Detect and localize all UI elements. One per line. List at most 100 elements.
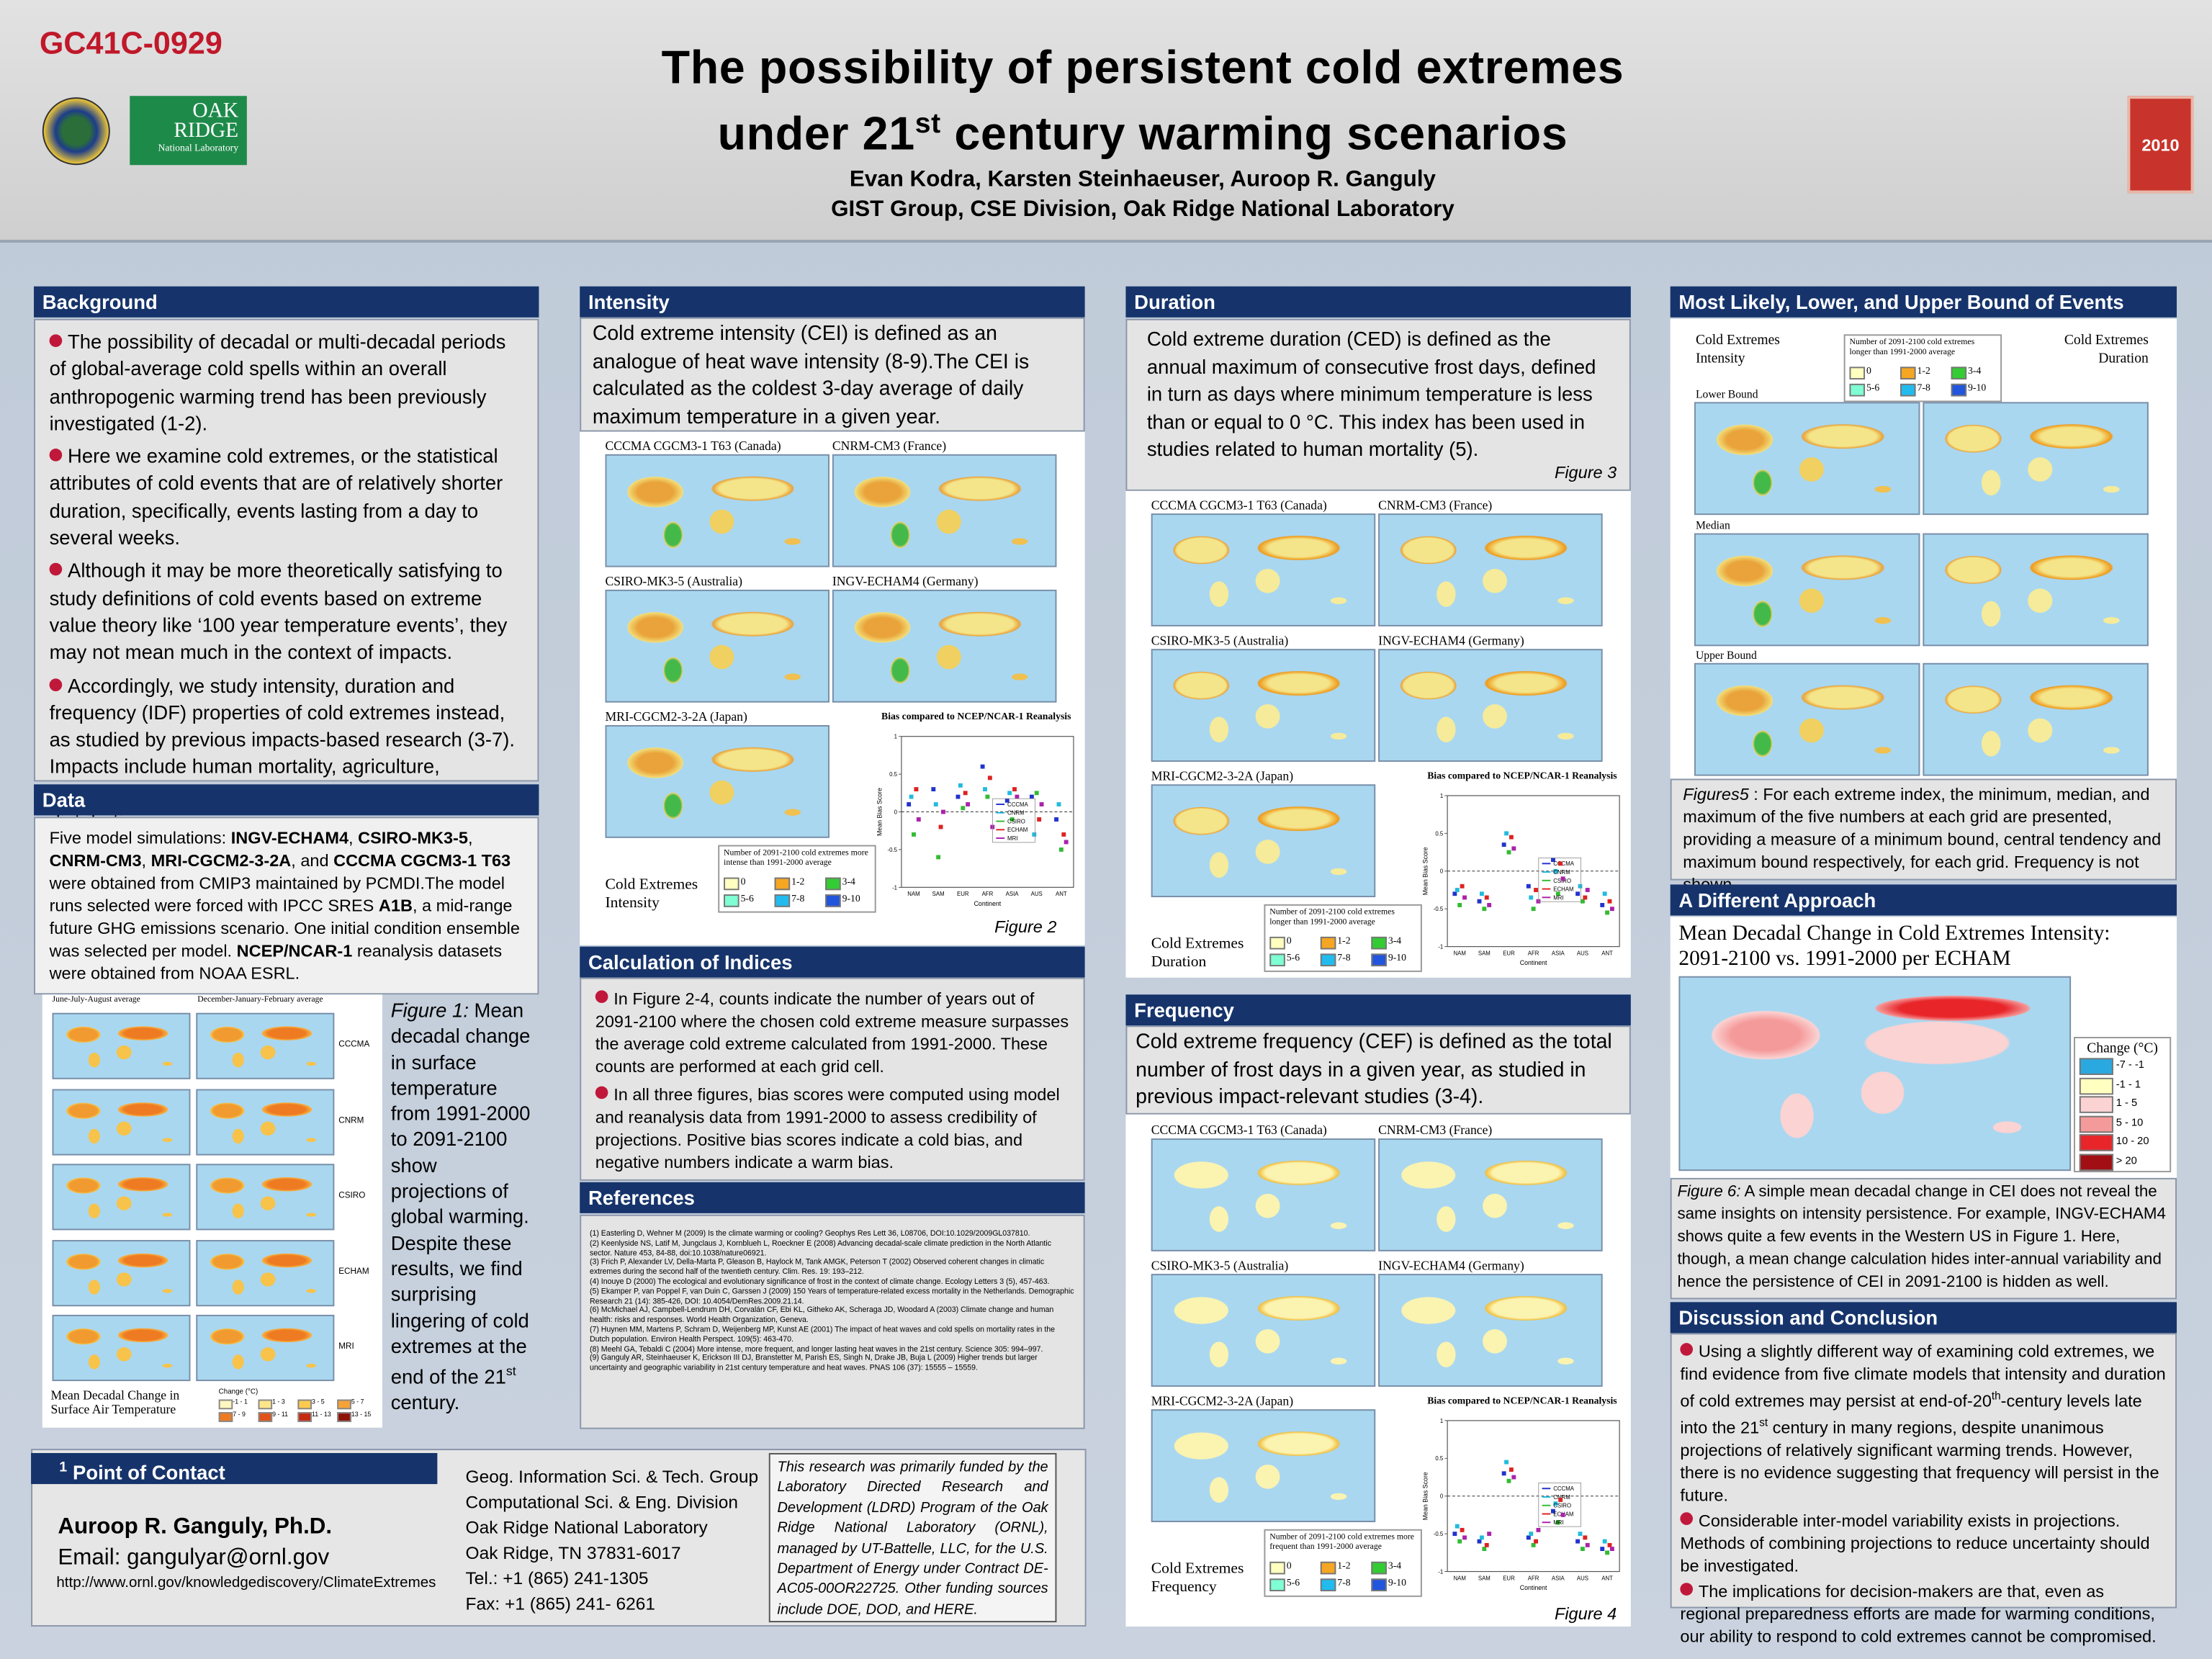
x-tick-label: ASIA bbox=[1552, 950, 1565, 956]
legend-swatch bbox=[774, 894, 791, 907]
text-normal: , bbox=[349, 828, 359, 848]
text-normal: : For each extreme index, the minimum, m… bbox=[1683, 784, 2162, 894]
legend-label: 1-2 bbox=[791, 876, 805, 888]
intensity-text: Cold extreme intensity (CEI) is defined … bbox=[580, 317, 1085, 432]
text: under 21 bbox=[717, 107, 915, 160]
address-line: Oak Ridge, TN 37831-6017 bbox=[465, 1543, 681, 1563]
bias-title: Bias compared to NCEP/NCAR-1 Reanalysis bbox=[881, 711, 1071, 723]
text-normal: , bbox=[141, 850, 151, 871]
bias-point bbox=[1482, 1547, 1487, 1552]
row-label: Upper Bound bbox=[1695, 649, 1757, 662]
section-heading: Frequency bbox=[1125, 994, 1631, 1026]
legend-label: 9-10 bbox=[842, 893, 860, 904]
map bbox=[1151, 1409, 1376, 1522]
legend-label: 1-2 bbox=[1337, 1560, 1351, 1572]
y-tick-label: -1 bbox=[1438, 1568, 1443, 1575]
bias-point bbox=[1010, 817, 1015, 822]
text-normal: , a mid-range future GHG emissions scena… bbox=[49, 896, 520, 961]
bias-point bbox=[1460, 884, 1465, 889]
bias-point bbox=[1504, 1460, 1509, 1465]
row-label: MRI bbox=[338, 1343, 354, 1352]
map-title: INGV-ECHAM4 (Germany) bbox=[1378, 1258, 1524, 1273]
bias-point bbox=[931, 787, 936, 792]
map-title: CSIRO-MK3-5 (Australia) bbox=[1151, 633, 1289, 648]
bias-point bbox=[912, 832, 916, 837]
legend-label: 5-6 bbox=[1286, 1577, 1300, 1589]
legend-frame bbox=[1538, 858, 1581, 902]
bias-point bbox=[1600, 903, 1605, 907]
legend-swatch bbox=[2079, 1153, 2113, 1171]
legend: Number of 2091-2100 cold extremes more f… bbox=[1264, 1529, 1422, 1597]
legend-label: 1 - 5 bbox=[2116, 1096, 2138, 1109]
legend-swatch bbox=[1900, 383, 1916, 397]
map-title: CNRM-CM3 (France) bbox=[1378, 1123, 1493, 1138]
side-label: Duration bbox=[1151, 953, 1207, 971]
bullet-dot bbox=[49, 563, 63, 577]
map-title: Mean Decadal Change in bbox=[50, 1388, 180, 1403]
legend-swatch bbox=[825, 877, 841, 891]
legend-label: 5-6 bbox=[1286, 952, 1300, 964]
legend: Change (°C) -7 - -1 -1 - 1 1 - 5 5 - 10 10 - … bbox=[2074, 1037, 2172, 1173]
bias-point bbox=[1462, 895, 1467, 900]
text-bold: MRI-CGCM2-3-2A bbox=[150, 850, 292, 871]
bias-point bbox=[1553, 868, 1558, 873]
legend-swatch bbox=[1371, 1578, 1387, 1591]
map bbox=[1694, 402, 1920, 516]
reference: (9) Ganguly AR, Steinhaeuser K, Erickson… bbox=[589, 1354, 1038, 1373]
reference: (1) Easterling D, Wehner M (2009) Is the… bbox=[589, 1230, 1030, 1239]
bias-point bbox=[1575, 1539, 1581, 1544]
bias-point bbox=[1558, 861, 1563, 866]
legend-label: CNRM bbox=[1553, 1494, 1570, 1501]
reference: (5) Ekamper P, van Poppel F, van Duin C,… bbox=[589, 1287, 1074, 1306]
bias-point bbox=[1555, 1520, 1560, 1525]
text: The implications for decision-makers are… bbox=[1680, 1581, 2157, 1647]
side-label: Cold Extremes bbox=[605, 876, 698, 894]
legend-title: Change (°C) bbox=[218, 1388, 258, 1397]
text-bold: CNRM-CM3 bbox=[49, 850, 142, 871]
y-tick-label: -0.5 bbox=[888, 847, 898, 853]
legend-swatch bbox=[1371, 953, 1387, 967]
legend-label: 0 bbox=[1286, 935, 1292, 947]
x-tick-label: AUS bbox=[1577, 1575, 1588, 1581]
superscript: st bbox=[505, 1364, 516, 1379]
poster-code: GC41C-0929 bbox=[39, 25, 222, 61]
bias-point bbox=[1511, 1475, 1516, 1480]
map-title: INGV-ECHAM4 (Germany) bbox=[832, 574, 979, 588]
text: In Figure 2-4, counts indicate the numbe… bbox=[595, 989, 1069, 1076]
bias-point bbox=[1534, 1539, 1538, 1544]
bias-point bbox=[1457, 903, 1462, 907]
x-axis-label: Continent bbox=[974, 900, 1002, 907]
y-tick-label: 0 bbox=[894, 809, 898, 815]
legend-label: ECHAM bbox=[1007, 827, 1028, 833]
map bbox=[1151, 1138, 1376, 1251]
legend-label: 9 - 11 bbox=[272, 1411, 289, 1418]
bias-point bbox=[1534, 888, 1538, 892]
bullet-dot bbox=[1680, 1343, 1694, 1356]
legend-label: -7 - -1 bbox=[2116, 1058, 2144, 1071]
bias-point bbox=[1509, 1467, 1514, 1472]
reference: (6) McMichael AJ, Campbell-Lendrum DH, C… bbox=[589, 1306, 1054, 1326]
x-tick-label: AFR bbox=[1528, 950, 1539, 956]
legend-swatch bbox=[1269, 953, 1285, 967]
map bbox=[52, 1239, 191, 1306]
text-bold: CSIRO-MK3-5 bbox=[358, 828, 468, 848]
legend-swatch bbox=[258, 1412, 273, 1422]
row-label: Median bbox=[1695, 518, 1730, 531]
bias-point bbox=[936, 855, 941, 860]
legend-swatch bbox=[774, 877, 791, 891]
y-axis-label: Mean Bias Score bbox=[876, 788, 883, 836]
text-italic: Figure 1: bbox=[390, 999, 469, 1022]
reference: (3) Frich P, Alexander LV, Della-Marta P… bbox=[589, 1259, 1045, 1277]
bias-point bbox=[914, 787, 919, 792]
legend-swatch bbox=[2079, 1115, 2113, 1133]
text: Although it may be more theoretically sa… bbox=[49, 559, 508, 664]
header bbox=[0, 0, 2212, 243]
y-tick-label: -1 bbox=[892, 884, 897, 891]
logo-text: Oak bbox=[192, 100, 239, 123]
legend-label: 13 - 15 bbox=[351, 1411, 372, 1418]
contact-email: Email: gangulyar@ornl.gov bbox=[58, 1546, 330, 1570]
legend-swatch bbox=[1371, 936, 1387, 950]
legend-swatch bbox=[258, 1399, 273, 1410]
column-title: June-July-August average bbox=[52, 996, 140, 1004]
legend-label: 3-4 bbox=[1388, 935, 1402, 947]
